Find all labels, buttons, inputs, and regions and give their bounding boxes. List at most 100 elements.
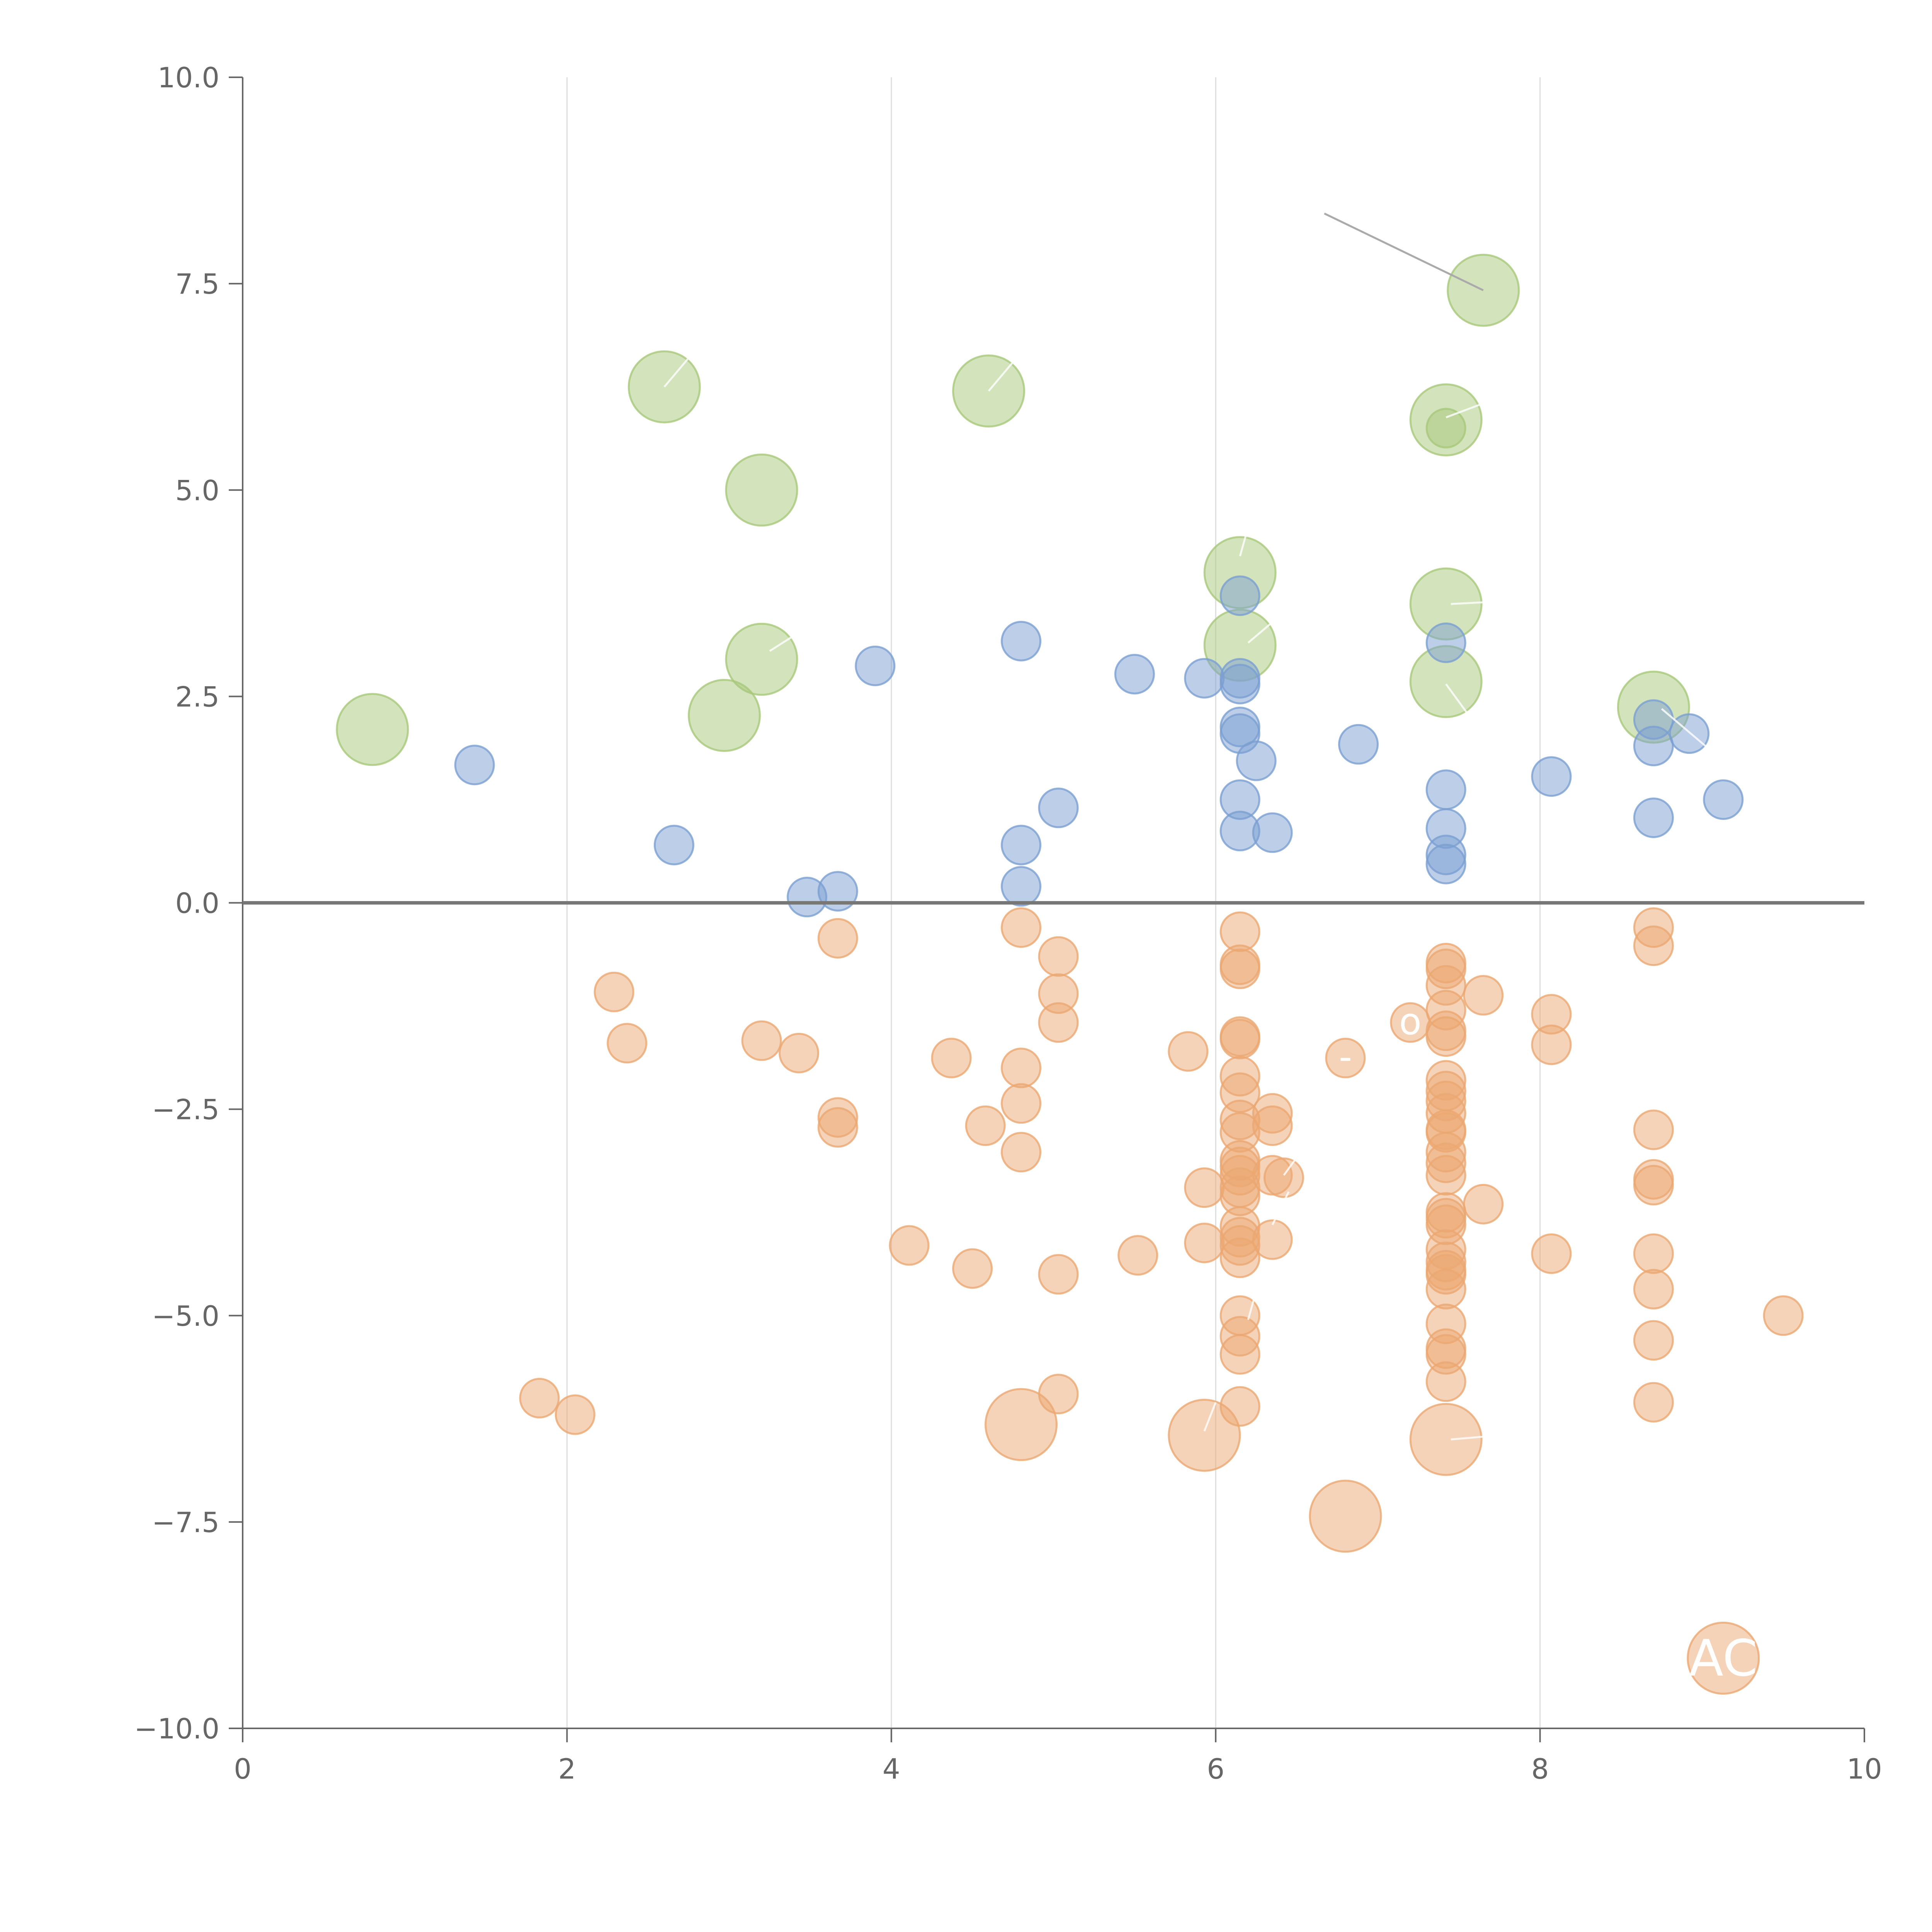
point-small-green-0 (1425, 408, 1466, 449)
point-large-negative-2 (1309, 1480, 1382, 1553)
points-layer (336, 253, 1804, 1695)
point-negative-52 (1263, 1157, 1304, 1198)
point-negative-22 (1117, 1235, 1158, 1276)
point-negative-10 (931, 1037, 972, 1078)
point-negative-13 (1001, 907, 1042, 948)
y-tick-label-7: 7.5 (175, 268, 219, 300)
y-tick-label-1: −7.5 (152, 1506, 219, 1539)
ticks-layer: 0 2 4 6 8 10 −10.0 −7.5 −5.0 −2.5 0.0 2.5 5.0 7.5 10.0 (134, 61, 1882, 1785)
point-negative-77 (1425, 1269, 1466, 1310)
annotation-label-2: - (1339, 1036, 1352, 1078)
leader-line-12 (1203, 1402, 1217, 1432)
point-negative-53 (1325, 1037, 1366, 1078)
point-positive-25 (1425, 844, 1466, 884)
point-negative-6 (817, 918, 858, 959)
point-negative-69 (1425, 1155, 1466, 1196)
point-positive-21 (1425, 622, 1466, 663)
leader-line-11 (1247, 1290, 1257, 1320)
point-positive-20 (1338, 724, 1379, 765)
y-tick-label-6: 5.0 (175, 474, 219, 507)
point-positive-0 (454, 745, 495, 786)
leader-line-14 (1324, 213, 1484, 291)
leader-line-13 (1451, 1434, 1500, 1440)
point-negative-94 (1633, 1320, 1674, 1361)
point-negative-81 (1425, 1361, 1466, 1402)
point-large-positive-0 (336, 693, 409, 766)
point-large-positive-4 (688, 679, 761, 752)
point-large-positive-2 (725, 453, 798, 527)
point-positive-26 (1531, 756, 1572, 797)
point-negative-95 (1633, 1382, 1674, 1423)
point-negative-86 (1531, 1233, 1572, 1274)
point-positive-8 (1038, 787, 1079, 828)
point-negative-5 (779, 1032, 820, 1073)
point-negative-49 (1252, 1105, 1293, 1146)
y-tick-label-8: 10.0 (158, 61, 219, 94)
leader-line-3 (1239, 527, 1249, 556)
point-negative-28 (1219, 948, 1260, 989)
leader-line-6 (1451, 600, 1500, 605)
point-negative-85 (1531, 1024, 1572, 1065)
point-negative-15 (1001, 1083, 1042, 1124)
point-negative-1 (554, 1394, 595, 1435)
point-negative-23 (1168, 1031, 1209, 1072)
point-negative-3 (607, 1023, 648, 1064)
point-negative-30 (1219, 1019, 1260, 1060)
leader-line-9 (1271, 1191, 1290, 1225)
point-negative-96 (1763, 1295, 1804, 1336)
point-large-negative-0 (985, 1388, 1058, 1461)
point-negative-46 (1219, 1334, 1260, 1375)
point-negative-12 (965, 1105, 1006, 1146)
point-positive-22 (1425, 769, 1466, 810)
point-positive-7 (1001, 866, 1042, 907)
point-positive-5 (1001, 621, 1042, 662)
point-negative-24 (1184, 1167, 1225, 1208)
point-negative-8 (817, 1107, 858, 1148)
x-tick-label-4: 8 (1531, 1753, 1549, 1785)
point-negative-82 (1463, 975, 1504, 1016)
y-tick-label-4: 0.0 (175, 887, 219, 920)
y-tick-label-0: −10.0 (134, 1713, 219, 1745)
y-tick-label-3: −2.5 (152, 1094, 219, 1126)
point-negative-11 (952, 1248, 993, 1289)
point-negative-25 (1184, 1223, 1225, 1264)
point-large-negative-3 (1409, 1403, 1483, 1476)
point-negative-43 (1219, 1237, 1260, 1278)
point-positive-6 (1001, 825, 1042, 866)
leader-line-8 (1661, 708, 1711, 751)
leader-line-0 (663, 357, 690, 388)
x-tick-label-3: 6 (1207, 1753, 1225, 1785)
point-negative-83 (1463, 1184, 1504, 1225)
point-negative-91 (1633, 1165, 1674, 1206)
point-negative-20 (1038, 1254, 1079, 1295)
annotation-label-0: AC (1689, 1629, 1757, 1687)
leader-line-2 (769, 629, 803, 652)
x-tick-label-5: 10 (1847, 1753, 1882, 1785)
leader-line-7 (1445, 683, 1468, 714)
point-positive-13 (1219, 663, 1260, 704)
point-positive-28 (1633, 726, 1674, 767)
point-positive-1 (653, 825, 694, 866)
point-negative-92 (1633, 1233, 1674, 1274)
point-negative-89 (1633, 1109, 1674, 1150)
point-positive-31 (1703, 779, 1744, 820)
point-negative-16 (1001, 1132, 1042, 1173)
point-negative-19 (1038, 1002, 1079, 1043)
point-large-positive-3 (725, 622, 798, 696)
label-layer: AC o - (1339, 1000, 1758, 1687)
point-large-negative-1 (1168, 1399, 1241, 1472)
point-positive-4 (855, 645, 896, 686)
leader-line-10 (1283, 1146, 1306, 1176)
y-tick-label-2: −5.0 (152, 1300, 219, 1332)
point-positive-11 (1219, 575, 1260, 616)
point-negative-9 (889, 1225, 930, 1266)
leader-line-5 (1446, 402, 1484, 418)
point-positive-9 (1114, 654, 1155, 695)
point-positive-19 (1252, 812, 1293, 853)
y-tick-label-5: 2.5 (175, 680, 219, 713)
point-negative-60 (1425, 1016, 1466, 1057)
x-tick-label-1: 2 (558, 1753, 576, 1785)
point-negative-2 (594, 971, 634, 1012)
point-negative-88 (1633, 925, 1674, 966)
